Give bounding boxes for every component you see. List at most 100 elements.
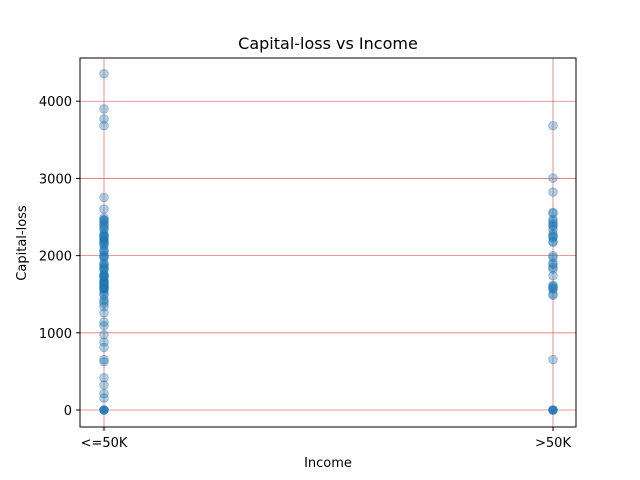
data-point bbox=[99, 213, 109, 223]
data-point bbox=[99, 223, 109, 234]
data-point bbox=[99, 317, 109, 327]
data-point bbox=[548, 237, 558, 247]
data-point bbox=[548, 284, 558, 294]
data-point bbox=[99, 272, 109, 283]
data-point bbox=[99, 342, 109, 353]
data-point bbox=[548, 290, 558, 301]
x-tick-label: <=50K bbox=[81, 436, 128, 451]
data-point bbox=[548, 282, 558, 292]
y-axis-title: Capital-loss bbox=[15, 205, 30, 281]
data-point bbox=[548, 289, 558, 299]
data-point bbox=[99, 192, 109, 203]
data-point bbox=[99, 218, 109, 229]
data-point bbox=[548, 262, 558, 273]
data-point bbox=[99, 265, 109, 275]
data-point bbox=[99, 215, 109, 226]
data-point bbox=[99, 69, 109, 79]
y-tick-label: 0 bbox=[64, 404, 72, 419]
data-point bbox=[99, 286, 109, 296]
data-point bbox=[548, 252, 558, 263]
data-point bbox=[99, 246, 109, 257]
data-point bbox=[548, 259, 558, 270]
data-point bbox=[99, 272, 109, 282]
data-point bbox=[548, 280, 558, 290]
data-point bbox=[99, 282, 109, 292]
data-point bbox=[548, 221, 558, 232]
data-point bbox=[99, 269, 109, 279]
data-point bbox=[99, 104, 109, 114]
data-point bbox=[99, 277, 109, 288]
data-point bbox=[99, 114, 109, 124]
data-point bbox=[99, 239, 109, 249]
data-point bbox=[99, 121, 109, 131]
data-point-zero-cluster bbox=[99, 405, 109, 415]
data-point bbox=[99, 380, 109, 390]
data-point bbox=[99, 238, 109, 248]
data-point bbox=[99, 232, 109, 242]
data-point bbox=[99, 250, 109, 261]
data-point bbox=[99, 279, 109, 290]
data-point bbox=[548, 354, 558, 365]
y-tick-label: 3000 bbox=[39, 172, 72, 187]
data-point bbox=[548, 237, 558, 247]
y-tick-label: 2000 bbox=[39, 250, 72, 265]
data-point bbox=[99, 237, 109, 247]
data-point bbox=[99, 308, 109, 318]
data-point bbox=[99, 298, 109, 309]
chart-title: Capital-loss vs Income bbox=[238, 34, 418, 53]
data-point bbox=[99, 289, 109, 299]
data-point bbox=[99, 270, 109, 281]
data-point bbox=[99, 216, 109, 227]
data-point bbox=[99, 244, 109, 255]
data-point bbox=[99, 214, 109, 225]
data-point bbox=[99, 235, 109, 245]
data-point bbox=[99, 296, 109, 307]
y-tick-label: 4000 bbox=[39, 95, 72, 110]
data-point bbox=[99, 357, 109, 367]
data-point bbox=[99, 246, 109, 256]
data-point bbox=[99, 252, 109, 262]
data-point bbox=[548, 231, 558, 241]
data-point bbox=[99, 354, 109, 365]
data-point bbox=[99, 262, 109, 273]
data-point bbox=[548, 214, 558, 224]
data-point bbox=[548, 250, 558, 261]
data-point-zero-cluster bbox=[548, 405, 558, 415]
data-point bbox=[99, 204, 109, 214]
data-point bbox=[99, 321, 109, 331]
data-point bbox=[99, 221, 109, 232]
data-point bbox=[99, 301, 109, 312]
data-point bbox=[99, 276, 109, 286]
data-point bbox=[99, 270, 109, 281]
data-point bbox=[99, 258, 109, 268]
data-point bbox=[548, 121, 558, 131]
data-point bbox=[99, 388, 109, 399]
data-point bbox=[99, 284, 109, 294]
y-tick-label: 1000 bbox=[39, 327, 72, 342]
data-point bbox=[548, 224, 558, 235]
data-point bbox=[548, 283, 558, 294]
data-point bbox=[99, 272, 109, 282]
data-point bbox=[548, 258, 558, 268]
data-point bbox=[548, 216, 558, 227]
data-point bbox=[99, 337, 109, 347]
data-point bbox=[548, 218, 558, 229]
data-point bbox=[99, 231, 109, 242]
data-point bbox=[99, 250, 109, 261]
data-point bbox=[548, 231, 558, 242]
data-point bbox=[99, 278, 109, 288]
data-point bbox=[99, 276, 109, 286]
data-point bbox=[548, 270, 558, 281]
data-point bbox=[99, 295, 109, 305]
points-layer bbox=[99, 69, 558, 415]
data-point bbox=[548, 173, 558, 183]
data-point bbox=[99, 393, 109, 403]
data-point bbox=[99, 259, 109, 270]
data-point bbox=[99, 230, 109, 240]
data-point bbox=[548, 233, 558, 243]
data-point bbox=[99, 283, 109, 293]
data-point bbox=[548, 220, 558, 231]
data-point bbox=[99, 260, 109, 270]
